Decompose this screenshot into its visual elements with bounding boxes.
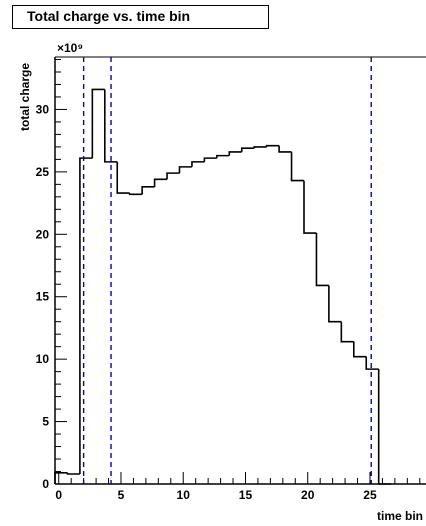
histogram-bin bbox=[178, 166, 192, 174]
histogram-bin bbox=[228, 151, 242, 156]
histogram-bin bbox=[79, 157, 93, 475]
histogram-bin bbox=[66, 472, 80, 475]
histogram-bin bbox=[265, 144, 280, 147]
histogram-bin bbox=[103, 89, 118, 163]
y-tick-label: 10 bbox=[36, 352, 50, 366]
chart-title: Total charge vs. time bin bbox=[12, 5, 269, 29]
histogram-bin bbox=[377, 369, 392, 485]
y-axis-title: total charge bbox=[18, 63, 32, 131]
histogram-bin bbox=[191, 161, 205, 167]
histogram-bin bbox=[166, 172, 180, 180]
histogram-bin bbox=[315, 233, 329, 287]
histogram-bin bbox=[203, 157, 217, 162]
x-tick-label: 15 bbox=[239, 488, 253, 502]
histogram-bin bbox=[141, 186, 155, 195]
y-tick-label: 30 bbox=[36, 102, 50, 116]
y-tick-label: 25 bbox=[36, 165, 50, 179]
histogram-bin bbox=[278, 145, 292, 153]
y-multiplier-label: ×10⁹ bbox=[57, 41, 83, 55]
histogram-bin bbox=[91, 88, 105, 159]
histogram-bin bbox=[290, 151, 304, 182]
x-tick-label: 0 bbox=[55, 488, 62, 502]
histogram-bin bbox=[340, 321, 354, 343]
y-tick-label: 0 bbox=[42, 477, 49, 491]
histogram-bin bbox=[54, 471, 68, 484]
x-tick-label: 5 bbox=[118, 488, 125, 502]
y-tick-label: 20 bbox=[36, 227, 50, 241]
histogram-bin bbox=[128, 193, 143, 196]
histogram-bin bbox=[253, 146, 267, 149]
x-tick-label: 20 bbox=[301, 488, 315, 502]
histogram-bin bbox=[240, 147, 255, 152]
histogram-bin bbox=[116, 161, 130, 194]
histogram-bin bbox=[365, 356, 379, 370]
x-tick-label: 10 bbox=[177, 488, 191, 502]
y-tick-label: 5 bbox=[42, 415, 49, 429]
histogram-bin bbox=[216, 154, 230, 159]
histogram-bin bbox=[352, 341, 367, 358]
histogram-bin bbox=[303, 180, 317, 234]
histogram-bin bbox=[328, 285, 342, 323]
y-tick-label: 15 bbox=[36, 290, 50, 304]
x-axis-title: time bin bbox=[377, 509, 423, 523]
histogram-bin bbox=[153, 178, 168, 187]
x-tick-label: 25 bbox=[363, 488, 377, 502]
